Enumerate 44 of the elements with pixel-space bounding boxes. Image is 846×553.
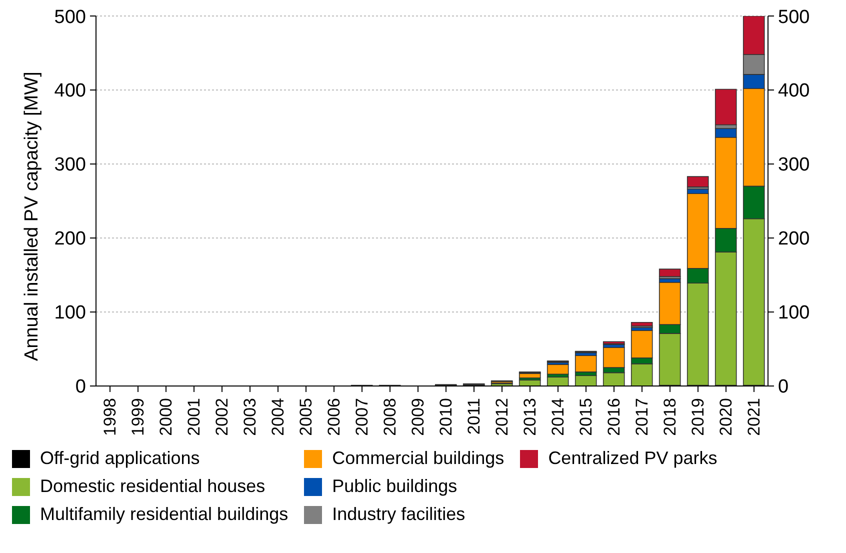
x-tick-label: 2021	[744, 398, 764, 436]
x-tick-label: 2004	[268, 398, 288, 436]
x-tick-label: 1999	[128, 398, 148, 436]
y-tick-label: 300	[54, 154, 86, 176]
legend-label: Commercial buildings	[332, 448, 504, 469]
y2-tick-label: 100	[778, 302, 810, 324]
x-tick-label: 2002	[212, 398, 232, 436]
y2-tick-label: 200	[778, 228, 810, 250]
y2-tick-label: 400	[778, 80, 810, 102]
x-tick-label: 2000	[156, 398, 176, 436]
x-tick-label: 2017	[632, 398, 652, 436]
y-tick-label: 400	[54, 80, 86, 102]
x-tick-label: 2003	[240, 398, 260, 436]
y-axis-title: Annual installed PV capacity [MW]	[22, 72, 43, 361]
legend-label: Domestic residential houses	[40, 476, 266, 497]
y-tick-label: 0	[75, 376, 86, 398]
legend-label: Off-grid applications	[40, 448, 200, 469]
x-tick-label: 2010	[436, 398, 456, 436]
x-tick-label: 1998	[100, 398, 120, 436]
legend-label: Centralized PV parks	[548, 448, 718, 469]
x-tick-label: 2020	[716, 398, 736, 436]
x-tick-label: 2005	[296, 398, 316, 436]
x-tick-label: 2018	[660, 398, 680, 436]
y2-tick-label: 0	[778, 376, 789, 398]
x-tick-label: 2012	[492, 398, 512, 436]
x-tick-label: 2016	[604, 398, 624, 436]
x-tick-label: 2014	[548, 398, 568, 436]
legend-label: Public buildings	[332, 476, 458, 497]
x-tick-label: 2001	[184, 398, 204, 436]
x-tick-label: 2013	[520, 398, 540, 436]
y2-tick-label: 500	[778, 6, 810, 28]
x-tick-label: 2008	[380, 398, 400, 436]
y-tick-label: 100	[54, 302, 86, 324]
x-tick-label: 2011	[464, 398, 484, 435]
x-tick-label: 2019	[688, 398, 708, 436]
x-tick-label: 2006	[324, 398, 344, 436]
legend-label: Multifamily residential buildings	[40, 504, 288, 525]
y2-tick-label: 300	[778, 154, 810, 176]
x-tick-label: 2009	[408, 398, 428, 436]
legend-label: Industry facilities	[332, 504, 466, 525]
y-tick-label: 200	[54, 228, 86, 250]
y-tick-label: 500	[54, 6, 86, 28]
x-tick-label: 2015	[576, 398, 596, 436]
x-tick-label: 2007	[352, 398, 372, 436]
